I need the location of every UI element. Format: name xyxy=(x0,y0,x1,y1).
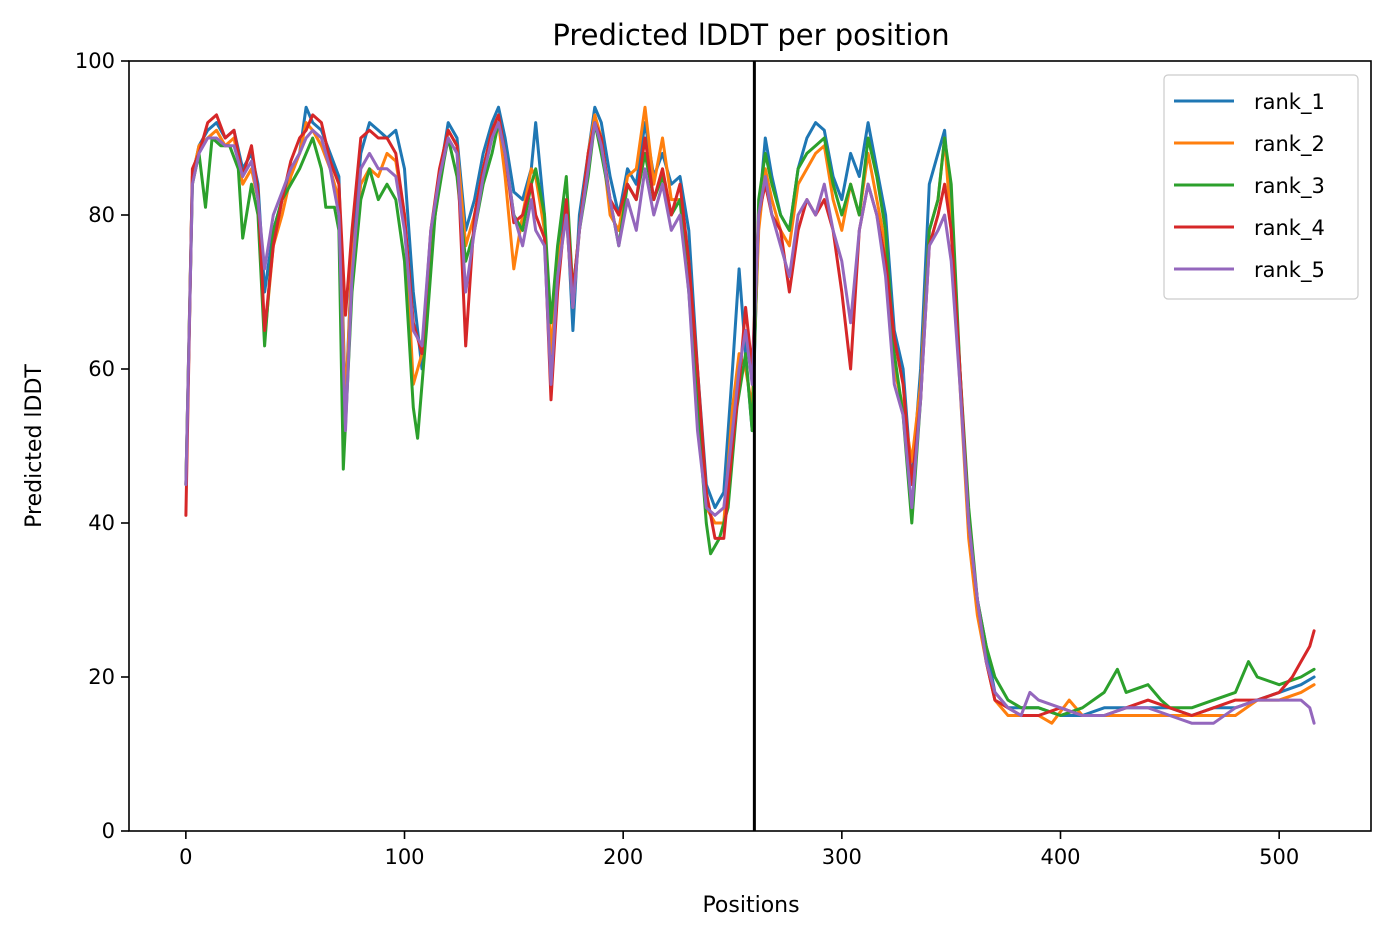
x-tick-label: 100 xyxy=(384,845,424,869)
y-axis: 0 20 40 60 80 100 xyxy=(75,49,129,843)
x-tick-label: 200 xyxy=(603,845,643,869)
legend-label-rank_5: rank_5 xyxy=(1254,258,1325,283)
legend-label-rank_4: rank_4 xyxy=(1254,216,1325,241)
y-tick-label: 40 xyxy=(88,511,115,535)
y-tick-label: 0 xyxy=(102,819,115,843)
x-axis-label: Positions xyxy=(702,893,799,918)
legend-label-rank_2: rank_2 xyxy=(1254,132,1325,157)
x-axis: 0 100 200 300 400 500 xyxy=(179,831,1299,869)
series-line-rank_5 xyxy=(184,121,1316,725)
plot-area xyxy=(184,61,1316,831)
legend-box xyxy=(1163,74,1359,300)
y-tick-label: 80 xyxy=(88,203,115,227)
y-axis-label: Predicted lDDT xyxy=(22,364,47,528)
y-tick-label: 60 xyxy=(88,357,115,381)
chart-title: Predicted lDDT per position xyxy=(552,18,949,52)
legend-label-rank_3: rank_3 xyxy=(1254,174,1325,199)
legend-label-rank_1: rank_1 xyxy=(1254,90,1325,115)
x-tick-label: 300 xyxy=(822,845,862,869)
y-tick-label: 20 xyxy=(88,665,115,689)
legend: rank_1 rank_2 rank_3 rank_4 rank_5 xyxy=(1163,74,1359,300)
x-tick-label: 500 xyxy=(1259,845,1299,869)
x-tick-label: 400 xyxy=(1040,845,1080,869)
x-tick-label: 0 xyxy=(179,845,192,869)
axes-frame xyxy=(128,60,1372,832)
y-tick-label: 100 xyxy=(75,49,115,73)
